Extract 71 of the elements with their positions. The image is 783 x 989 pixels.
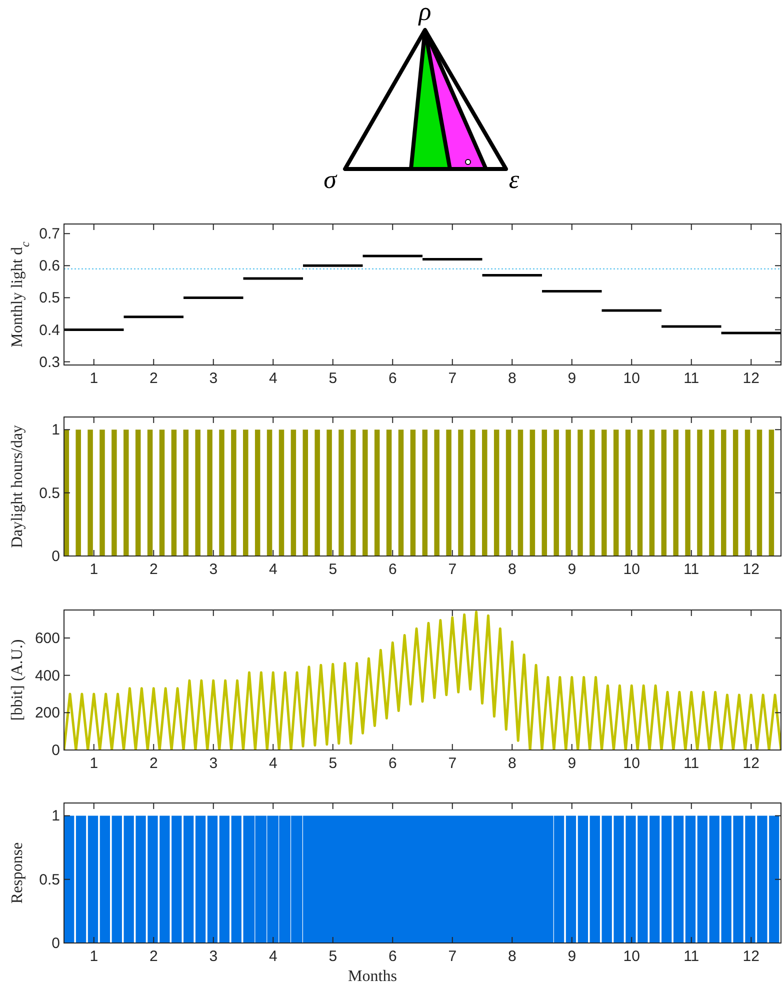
- x-tick-label: 7: [448, 948, 457, 965]
- y-tick-label: 0: [52, 742, 60, 759]
- x-tick-label: 5: [328, 948, 338, 965]
- x-tick-label: 4: [268, 370, 278, 387]
- x-tick-label: 1: [90, 561, 98, 578]
- y-axis-title: [bbit] (A.U.): [9, 639, 26, 721]
- x-tick-label: 5: [328, 755, 338, 772]
- x-tick-label: 9: [568, 370, 576, 387]
- x-tick-label: 6: [388, 561, 397, 578]
- y-tick-label: 0.7: [39, 226, 60, 243]
- text: σ: [324, 165, 338, 194]
- x-tick-label: 4: [268, 561, 278, 578]
- x-tick-label: 11: [684, 561, 700, 578]
- x-tick-label: 11: [684, 370, 700, 387]
- x-tick-label: 7: [448, 561, 457, 578]
- x-tick-label: 9: [568, 561, 576, 578]
- x-tick-label: 12: [742, 755, 760, 772]
- x-tick-label: 3: [209, 948, 218, 965]
- x-tick-label: 1: [90, 948, 98, 965]
- x-tick-label: 6: [388, 370, 397, 387]
- x-tick-label: 8: [508, 561, 516, 578]
- x-tick-label: 1: [90, 370, 98, 387]
- x-tick-label: 7: [448, 755, 457, 772]
- x-tick-label: 8: [508, 370, 516, 387]
- x-tick-label: 3: [209, 370, 218, 387]
- y-tick-label: 0.6: [39, 258, 60, 275]
- x-axis-title: Months: [348, 968, 397, 985]
- x-tick-label: 11: [684, 948, 700, 965]
- x-tick-label: 2: [149, 561, 158, 578]
- x-tick-label: 6: [388, 948, 397, 965]
- y-tick-label: 1: [52, 808, 60, 825]
- y-tick-label: 0.5: [39, 290, 60, 307]
- x-tick-label: 7: [448, 370, 457, 387]
- x-tick-label: 8: [508, 948, 516, 965]
- y-tick-label: 0.5: [39, 484, 60, 502]
- x-tick-label: 12: [742, 948, 760, 965]
- y-tick-label: 0.5: [39, 871, 60, 888]
- x-tick-label: 1: [90, 755, 98, 772]
- x-tick-label: 6: [388, 755, 397, 772]
- x-tick-label: 8: [508, 755, 516, 772]
- x-tick-label: 10: [623, 561, 640, 578]
- y-tick-label: 0.3: [39, 354, 60, 371]
- y-tick-label: 0.4: [39, 322, 60, 339]
- y-tick-label: 600: [34, 630, 60, 647]
- y-axis-title: Response: [9, 842, 26, 904]
- y-tick-label: 0: [52, 548, 60, 565]
- x-tick-label: 9: [568, 755, 576, 772]
- y-tick-label: 0: [52, 935, 60, 952]
- x-tick-label: 3: [209, 561, 218, 578]
- x-tick-label: 4: [268, 948, 278, 965]
- x-tick-label: 12: [742, 561, 760, 578]
- x-tick-label: 10: [623, 370, 640, 387]
- x-tick-label: 5: [328, 561, 338, 578]
- x-tick-label: 12: [742, 370, 760, 387]
- line-series: [64, 610, 781, 750]
- text: ρ: [418, 0, 432, 26]
- y-axis-title: Daylight hours/day: [9, 424, 26, 548]
- text: ε: [508, 165, 520, 194]
- x-tick-label: 9: [568, 948, 576, 965]
- x-tick-label: 4: [268, 755, 278, 772]
- x-tick-label: 11: [684, 755, 700, 772]
- x-tick-label: 2: [149, 370, 158, 387]
- y-tick-label: 1: [52, 422, 60, 439]
- x-tick-label: 10: [623, 948, 640, 965]
- x-tick-label: 5: [328, 370, 338, 387]
- x-tick-label: 10: [623, 755, 640, 772]
- x-tick-label: 3: [209, 755, 218, 772]
- x-tick-label: 2: [149, 755, 158, 772]
- y-tick-label: 200: [34, 704, 60, 722]
- x-tick-label: 2: [149, 948, 158, 965]
- y-tick-label: 400: [34, 667, 60, 684]
